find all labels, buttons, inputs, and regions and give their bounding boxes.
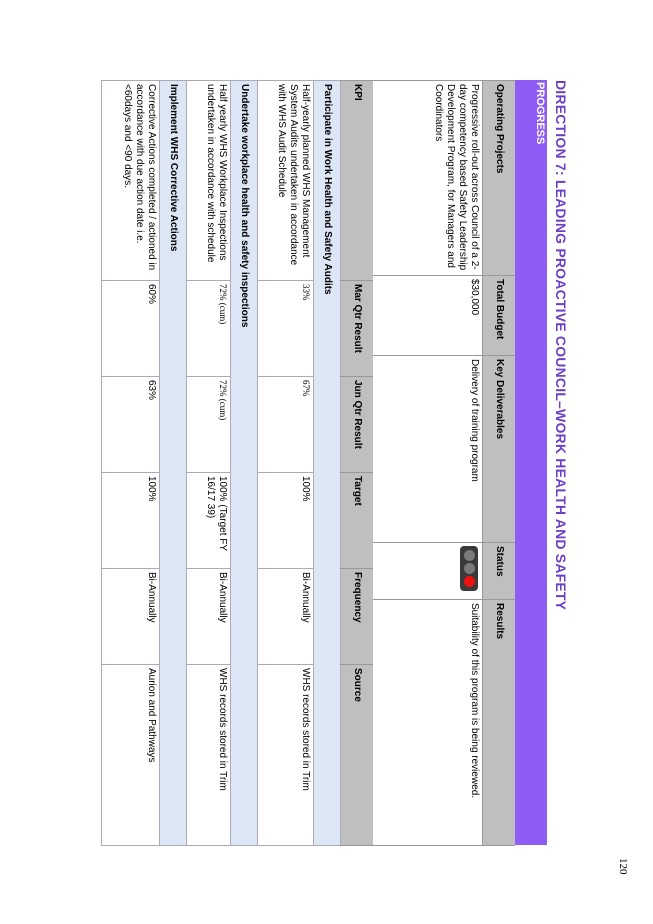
mar-result: 60% <box>101 280 160 377</box>
header-jun-qtr: Jun Qtr Result <box>340 376 373 473</box>
header-key-deliverables: Key Deliverables <box>482 355 515 543</box>
project-results: Suitability of this program is being rev… <box>367 599 483 846</box>
section-heading-row: Participate in Work Health and Safety Au… <box>313 80 341 846</box>
section-heading: Implement WHS Corrective Actions <box>159 80 187 846</box>
mar-result: 72% (cum) <box>186 280 231 377</box>
table-row: Half yearly WHS Workplace Inspections un… <box>186 80 231 846</box>
kpi-source: WHS records stored in Trim <box>257 664 314 846</box>
progress-label: PROGRESS <box>534 82 546 145</box>
operating-projects-table: Operating Projects Total Budget Key Deli… <box>367 80 515 846</box>
table-row: Half-yearly planned WHS Management Syste… <box>257 80 314 846</box>
jun-result: 67% <box>257 376 314 473</box>
header-status: Status <box>482 542 515 600</box>
section-heading: Undertake workplace health and safety in… <box>230 80 258 846</box>
section-heading: Participate in Work Health and Safety Au… <box>313 80 341 846</box>
kpi-target: 100% <box>257 472 314 569</box>
header-mar-qtr: Mar Qtr Result <box>340 280 373 377</box>
table-row: Corrective Actions completed / actioned … <box>101 80 160 846</box>
jun-result: 63% <box>101 376 160 473</box>
progress-banner: PROGRESS <box>515 80 547 845</box>
kpi-description: Half-yearly planned WHS Management Syste… <box>257 80 314 281</box>
header-total-budget: Total Budget <box>482 275 515 356</box>
project-status <box>367 542 483 600</box>
project-budget: $30,000 <box>367 275 483 356</box>
table-row: Progressive roll-out across Council of a… <box>367 80 483 846</box>
kpi-source: WHS records stored in Trim <box>186 664 231 846</box>
kpi-header-row: KPI Mar Qtr Result Jun Qtr Result Target… <box>340 80 373 846</box>
header-source: Source <box>340 664 373 846</box>
kpi-target: 100% <box>101 472 160 569</box>
kpi-description: Corrective Actions completed / actioned … <box>101 80 160 281</box>
header-frequency: Frequency <box>340 568 373 665</box>
header-operating-projects: Operating Projects <box>482 80 515 276</box>
header-kpi: KPI <box>340 80 373 281</box>
kpi-frequency: Bi-Annually <box>257 568 314 665</box>
kpi-table: KPI Mar Qtr Result Jun Qtr Result Target… <box>101 80 373 846</box>
mar-result: 33% <box>257 280 314 377</box>
section-heading-row: Undertake workplace health and safety in… <box>230 80 258 846</box>
project-deliverables: Delivery of training program <box>367 355 483 543</box>
traffic-light-icon <box>459 546 478 591</box>
section-heading-row: Implement WHS Corrective Actions <box>159 80 187 846</box>
page-title: DIRECTION 7: LEADING PROACTIVE COUNCIL–W… <box>553 80 569 611</box>
project-description: Progressive roll-out across Council of a… <box>367 80 483 276</box>
kpi-frequency: Bi-Annually <box>101 568 160 665</box>
kpi-frequency: Bi-Annually <box>186 568 231 665</box>
kpi-description: Half yearly WHS Workplace Inspections un… <box>186 80 231 281</box>
kpi-source: Aurion and Pathways <box>101 664 160 846</box>
jun-result: 72% (cum) <box>186 376 231 473</box>
projects-header-row: Operating Projects Total Budget Key Deli… <box>482 80 515 846</box>
kpi-target: 100% (Target FY 16/17 39) <box>186 472 231 569</box>
page-number: 120 <box>617 858 629 875</box>
header-results: Results <box>482 599 515 846</box>
header-target: Target <box>340 472 373 569</box>
